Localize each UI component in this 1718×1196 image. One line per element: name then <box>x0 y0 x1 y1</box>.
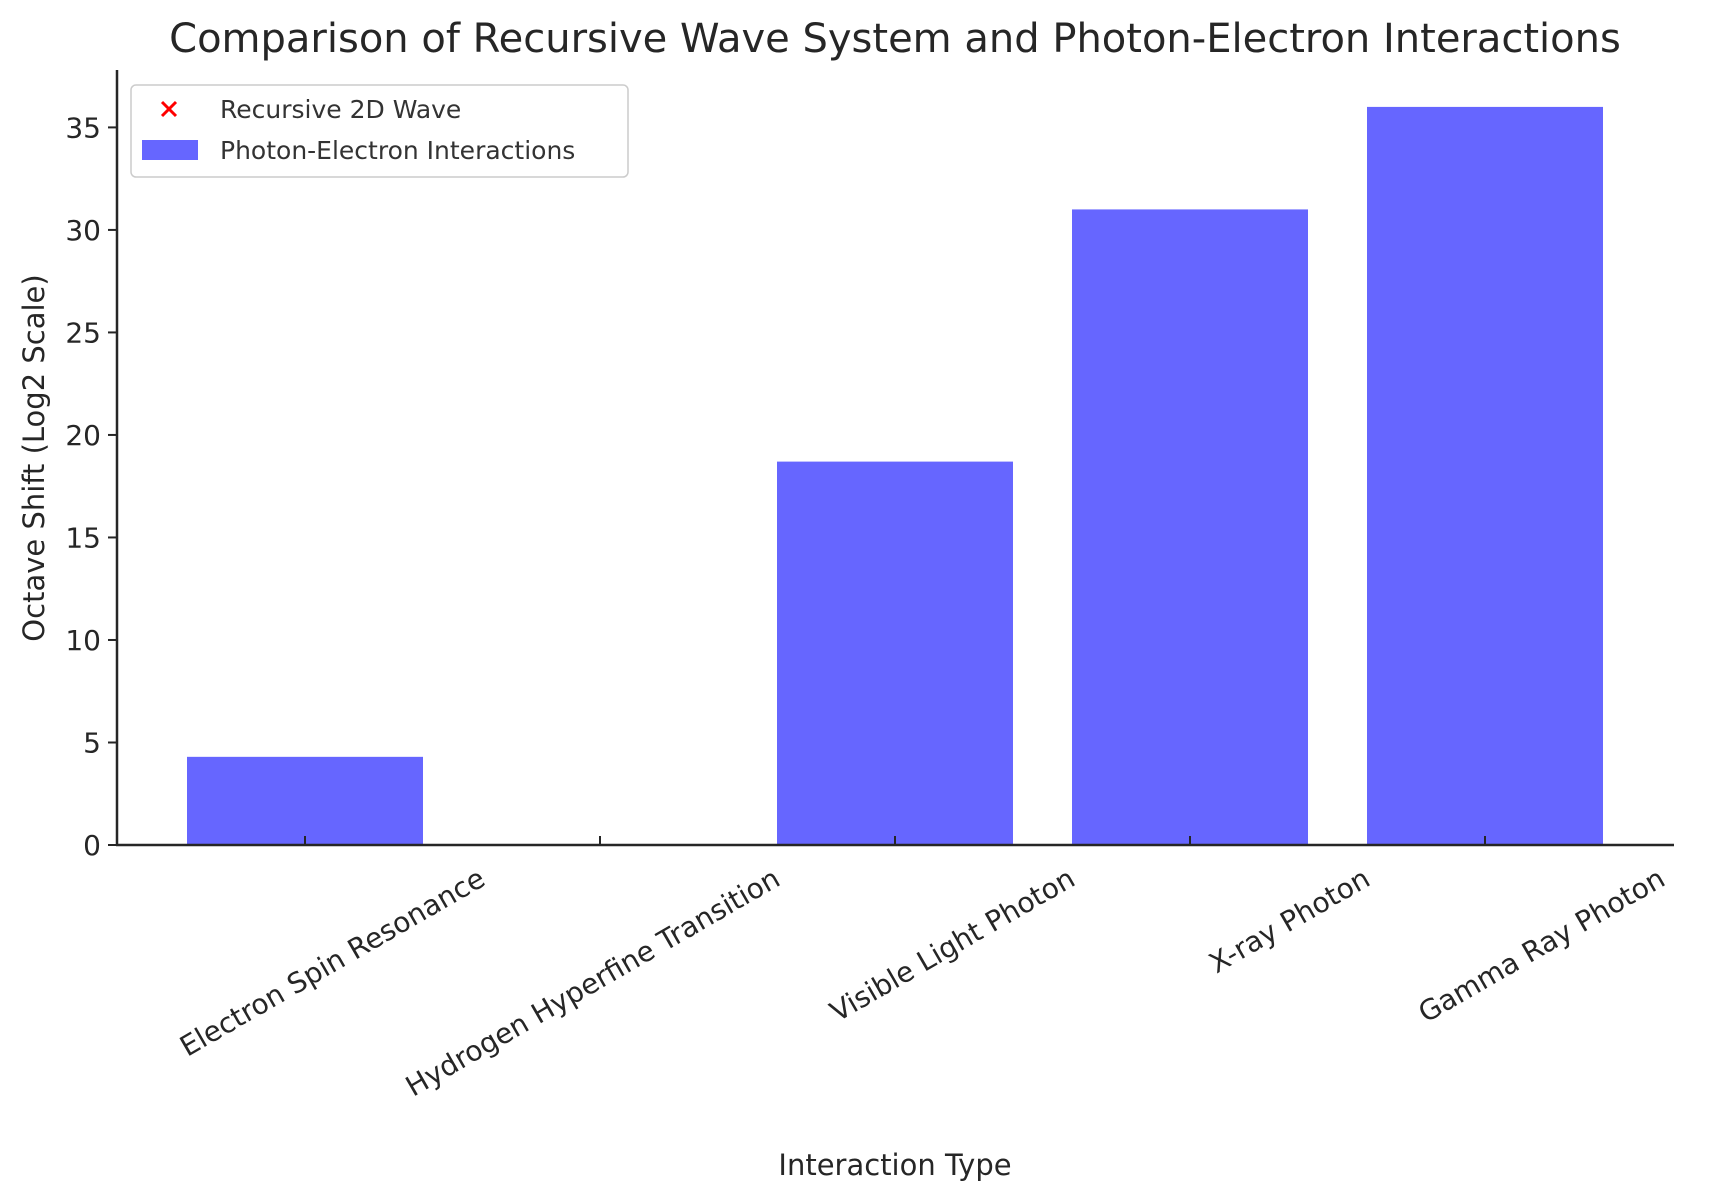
x-axis-label: Interaction Type <box>778 1148 1011 1182</box>
bar-swatch-icon <box>142 140 198 160</box>
x-marker-icon <box>160 100 178 118</box>
bars <box>187 106 1603 846</box>
legend-label-photon-electron-interactions: Photon-Electron Interactions <box>220 136 575 165</box>
x-tick-label-visible-light-photon: Visible Light Photon <box>824 861 1080 1028</box>
legend: Recursive 2D Wave Photon-Electron Intera… <box>130 84 629 178</box>
y-tick-label-0: 0 <box>83 829 101 862</box>
legend-label-recursive-2d-wave: Recursive 2D Wave <box>220 95 461 124</box>
bar-electron-spin-resonance <box>187 756 423 845</box>
y-tick-label-35: 35 <box>65 111 101 144</box>
legend-item-recursive-2d-wave: Recursive 2D Wave <box>160 95 461 124</box>
bar-x-ray-photon <box>1072 209 1308 846</box>
bar-gamma-ray-photon <box>1367 106 1603 845</box>
y-axis-label: Octave Shift (Log2 Scale) <box>17 274 51 641</box>
x-tick-label-gamma-ray-photon: Gamma Ray Photon <box>1413 861 1671 1029</box>
chart-title: Comparison of Recursive Wave System and … <box>169 16 1621 62</box>
bar-visible-light-photon <box>777 461 1013 845</box>
x-tick-label-x-ray-photon: X-ray Photon <box>1203 861 1375 979</box>
y-tick-label-5: 5 <box>83 726 101 759</box>
legend-item-photon-electron-interactions: Photon-Electron Interactions <box>142 136 575 165</box>
y-axis-ticks: 0 5 10 15 20 25 30 35 <box>65 111 117 862</box>
y-tick-label-20: 20 <box>65 419 101 452</box>
y-tick-label-15: 15 <box>65 521 101 554</box>
y-tick-label-10: 10 <box>65 624 101 657</box>
y-tick-label-25: 25 <box>65 316 101 349</box>
y-tick-label-30: 30 <box>65 214 101 247</box>
x-tick-label-electron-spin-resonance: Electron Spin Resonance <box>174 861 490 1063</box>
legend-frame <box>130 84 629 178</box>
